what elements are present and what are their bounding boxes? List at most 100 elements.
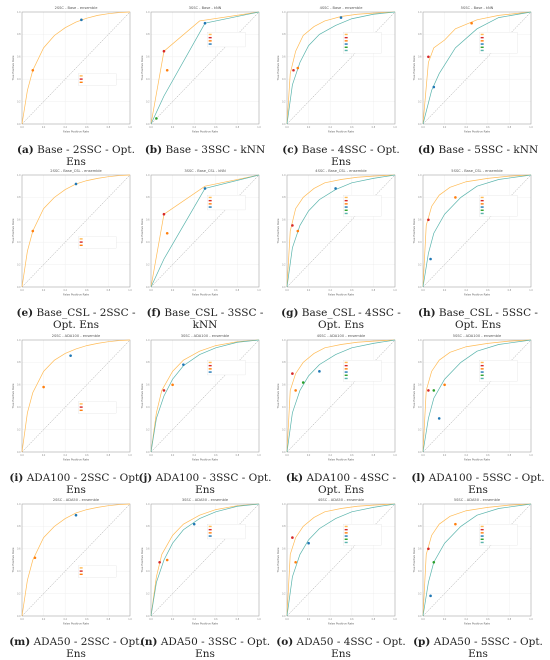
x-tick-label: 0.2	[443, 289, 447, 292]
roc-curve	[422, 339, 532, 453]
x-tick-label: 0.0	[285, 454, 289, 457]
x-tick-label: 0.4	[328, 454, 332, 457]
chart-title: 3SSC - Base_CSL - kNN	[184, 169, 226, 173]
y-tick-label: 0.6	[17, 56, 21, 59]
x-tick-label: 0.0	[149, 126, 153, 129]
x-tick-label: 0.2	[307, 289, 311, 292]
operating-point	[203, 187, 207, 190]
x-tick-label: 1.0	[128, 289, 132, 292]
legend-swatch	[208, 528, 212, 531]
legend-swatch	[208, 43, 212, 45]
operating-point	[437, 417, 441, 420]
legend-swatch	[480, 203, 484, 205]
x-tick-label: 0.2	[42, 126, 46, 129]
operating-point	[31, 229, 35, 233]
y-tick-label: 0.8	[282, 525, 286, 528]
operating-point	[318, 370, 321, 373]
panel-label: (p)	[413, 636, 431, 648]
x-tick-label: 0.8	[508, 618, 512, 621]
panel-caption-text: ADA100 - 5SSC - Opt. Ens	[425, 472, 545, 496]
operating-point	[69, 354, 72, 357]
legend-swatch	[79, 406, 83, 408]
plot-frame	[21, 503, 131, 617]
x-tick-label: 1.0	[393, 454, 397, 457]
panel-caption-text: ADA100 - 3SSC - Opt. Ens	[152, 472, 272, 496]
x-tick-label: 1.0	[257, 454, 261, 457]
x-tick-label: 0.8	[236, 126, 240, 129]
x-tick-label: 0.2	[42, 618, 46, 621]
y-tick-label: 0.4	[418, 406, 422, 409]
y-tick-label: 0.8	[418, 525, 422, 528]
y-tick-label: 0.2	[146, 428, 150, 431]
x-tick-label: 0.0	[149, 454, 153, 457]
x-tick-label: 1.0	[128, 454, 132, 457]
roc-panel: 3SSC - ADA50 - ensemble 0.0 0.0 0.2 0.2 0.4 0.…	[137, 494, 270, 660]
operating-point	[182, 363, 185, 366]
panel-caption-text: ADA50 - 3SSC - Opt. Ens	[157, 636, 271, 660]
x-tick-label: 0.8	[107, 289, 111, 292]
y-axis-label: True Positive Rate	[412, 383, 416, 409]
y-tick-label: 0.0	[418, 123, 422, 126]
plot-frame	[422, 503, 532, 617]
y-tick-label: 0.2	[17, 428, 21, 431]
roc-chart: 5SSC - ADA50 - ensemble0.00.00.20.20.40.…	[412, 498, 533, 626]
y-tick-label: 0.0	[17, 615, 21, 618]
y-tick-label: 0.6	[282, 548, 286, 551]
chart-title: 2SSC - Base - ensemble	[55, 6, 99, 10]
roc-chart: 4SSC - Base_CSL - ensemble0.00.00.20.20.…	[276, 169, 397, 297]
operating-point	[301, 381, 305, 384]
y-tick-label: 1.0	[146, 11, 150, 14]
legend-box	[479, 524, 518, 546]
operating-point	[74, 513, 78, 517]
legend-box	[207, 524, 246, 540]
x-tick-label: 0.0	[285, 618, 289, 621]
y-tick-label: 0.4	[17, 570, 21, 573]
y-tick-label: 0.0	[146, 451, 150, 454]
plot-frame	[21, 339, 131, 453]
x-tick-label: 0.8	[236, 289, 240, 292]
roc-curve	[286, 503, 396, 617]
operating-point	[432, 85, 436, 89]
legend-box	[479, 195, 518, 217]
plot-frame	[286, 11, 396, 125]
operating-point	[429, 594, 432, 598]
legend-box	[479, 360, 518, 382]
legend-swatch	[208, 206, 212, 208]
x-tick-label: 0.4	[63, 454, 67, 457]
legend-swatch	[344, 46, 348, 48]
x-tick-label: 0.0	[20, 618, 24, 621]
roc-panel: 5SSC - ADA50 - ensemble 0.0 0.0 0.2 0.2 0.4 0.…	[409, 494, 543, 660]
roc-chart: 5SSC - Base_CSL - ensemble0.00.00.20.20.…	[412, 169, 533, 297]
roc-panel: 5SSC - ADA100 - ensemble 0.0 0.0 0.2 0.2 0.4 0…	[409, 330, 544, 496]
x-tick-label: 0.0	[285, 126, 289, 129]
x-tick-label: 0.2	[171, 618, 175, 621]
y-tick-label: 0.8	[146, 33, 150, 36]
legend-swatch	[480, 541, 484, 544]
x-tick-label: 0.6	[350, 618, 354, 621]
roc-chart: 4SSC - Base - ensemble0.00.00.20.20.40.4…	[276, 6, 397, 134]
x-tick-label: 0.0	[285, 289, 289, 292]
panel-label: (j)	[138, 472, 153, 484]
x-tick-label: 0.6	[486, 289, 490, 292]
panel-caption-text: Base_CSL - 5SSC - Opt. Ens	[435, 307, 538, 331]
panel-caption-text: Base_CSL - 2SSC - Opt. Ens	[33, 307, 136, 331]
operating-point	[454, 522, 457, 526]
chart-title: 5SSC - ADA100 - ensemble	[453, 334, 502, 338]
panel-caption: (a) Base - 2SSC - Opt. Ens	[8, 144, 144, 168]
legend-swatch	[79, 75, 83, 77]
panel-caption: (i) ADA100 - 2SSC - Opt. Ens	[8, 472, 144, 496]
panel-caption-text: Base_CSL - 3SSC - kNN	[161, 307, 264, 331]
x-tick-label: 0.6	[214, 618, 218, 621]
x-tick-label: 0.0	[421, 454, 425, 457]
x-tick-label: 0.8	[107, 618, 111, 621]
chance-diagonal	[150, 339, 260, 453]
y-tick-label: 0.6	[146, 384, 150, 387]
chart-title: 3SSC - Base - kNN	[189, 6, 222, 10]
x-tick-label: 0.4	[192, 454, 196, 457]
operating-point	[171, 383, 174, 387]
y-tick-label: 0.0	[418, 451, 422, 454]
roc-curve	[422, 11, 532, 125]
y-tick-label: 0.4	[17, 241, 21, 244]
operating-point	[291, 224, 294, 227]
plot-frame	[286, 503, 396, 617]
